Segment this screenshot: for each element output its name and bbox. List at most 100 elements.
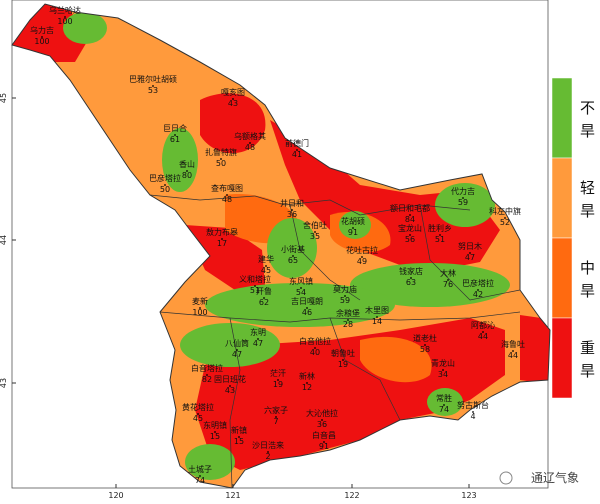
station-dot [263,297,265,299]
station-value: 51 [250,286,260,295]
station-value: 44 [508,351,518,360]
station-name: 巨日合 [163,123,187,133]
station-dot [342,359,344,361]
station-dot [249,142,251,144]
station-dot [275,416,277,418]
station-name: 井日和 [280,198,304,208]
station-name: 余粮堡 [336,308,360,318]
station-name: 代力吉 [451,186,475,196]
station-name: 莫力庙 [333,284,357,294]
station-value: 4 [470,412,475,421]
lon-tick-label: 120 [108,491,123,500]
station-name: 新镇 [231,425,247,435]
station-value: 91 [348,228,358,237]
station-name: 科左中旗 [489,206,521,216]
station-dot [164,184,166,186]
station-name: 大沁他拉 [306,408,338,418]
station-value: 100 [34,37,49,46]
station-value: 59 [340,296,350,305]
station-dot [482,331,484,333]
station-value: 48 [245,143,255,152]
station-dot [220,158,222,160]
station-value: 17 [217,239,227,248]
zone-severe [185,225,265,290]
station-value: 46 [302,308,312,317]
station-name: 土城子 [188,464,212,474]
station-name: 乌额格其 [234,131,266,141]
station-name: 固日班花 [214,374,246,384]
station-name: 白音塔拉 [191,363,223,373]
station-name: 白音昌 [312,430,336,440]
lat-tick-label: 44 [0,235,8,245]
station-name: 黄花塔拉 [182,402,214,412]
station-value: 52 [500,218,510,227]
station-value: 42 [473,290,483,299]
station-name: 乌力吉 [30,25,54,35]
station-dot [352,227,354,229]
station-dot [314,231,316,233]
station-name: 开鲁 [256,286,272,296]
station-name: 巴彦塔拉 [462,278,494,288]
station-dot [424,344,426,346]
zone-none [63,12,107,44]
station-name: 新林 [299,371,315,381]
station-value: 51 [435,235,445,244]
station-value: 43 [228,99,238,108]
station-value: 12 [302,383,312,392]
zone-none [435,183,495,227]
station-dot [344,295,346,297]
station-value: 47 [232,350,242,359]
zone-severe [520,315,550,385]
station-value: 100 [192,308,207,317]
station-name: 巴彦塔拉 [149,173,181,183]
station-name: 额日和毛都 [390,203,430,213]
legend-swatch [551,317,573,399]
station-value: 7 [273,417,278,426]
station-name: 茫汗 [270,368,286,378]
station-value: 50 [216,159,226,168]
zone-none [350,263,510,307]
station-name: 沙日浩来 [252,440,284,450]
station-name: 花吐古拉 [346,245,378,255]
station-dot [321,419,323,421]
station-value: 53 [148,86,158,95]
station-name: 巴雅尔吐胡硕 [129,74,177,84]
lon-tick-label: 123 [461,491,476,500]
station-dot [186,170,188,172]
station-name: 乌兰哈达 [49,5,81,15]
station-value: 50 [160,185,170,194]
station-value: 28 [343,320,353,329]
zone-none [339,211,371,239]
station-name: 嘎亥图 [221,87,245,97]
station-dot [443,404,445,406]
legend-swatch [551,77,573,159]
station-dot [267,451,269,453]
station-dot [472,411,474,413]
station-name: 麦新 [192,296,208,306]
station-name: 义和塔拉 [239,274,271,284]
station-value: 100 [57,17,72,26]
zone-none [205,283,395,327]
lon-tick-label: 121 [225,491,240,500]
station-name: 钱家店 [399,266,423,276]
zone-none [427,388,463,416]
station-name: 前德门 [285,138,309,148]
station-dot [292,255,294,257]
station-value: 14 [372,317,382,326]
station-name: 查布嘎图 [211,183,243,193]
legend-label: 轻旱 [578,180,596,226]
station-value: 54 [296,288,306,297]
station-dot [221,238,223,240]
zone-none [162,128,198,192]
station-dot [291,209,293,211]
station-value: 82 [202,375,212,384]
station-value: 44 [478,332,488,341]
station-name: 海鲁吐 [501,339,525,349]
station-dot [229,385,231,387]
station-name: 青龙山 [431,358,455,368]
zone-none [180,323,280,367]
station-name: 常胜 [436,393,452,403]
station-value: 34 [438,370,448,379]
station-dot [306,382,308,384]
